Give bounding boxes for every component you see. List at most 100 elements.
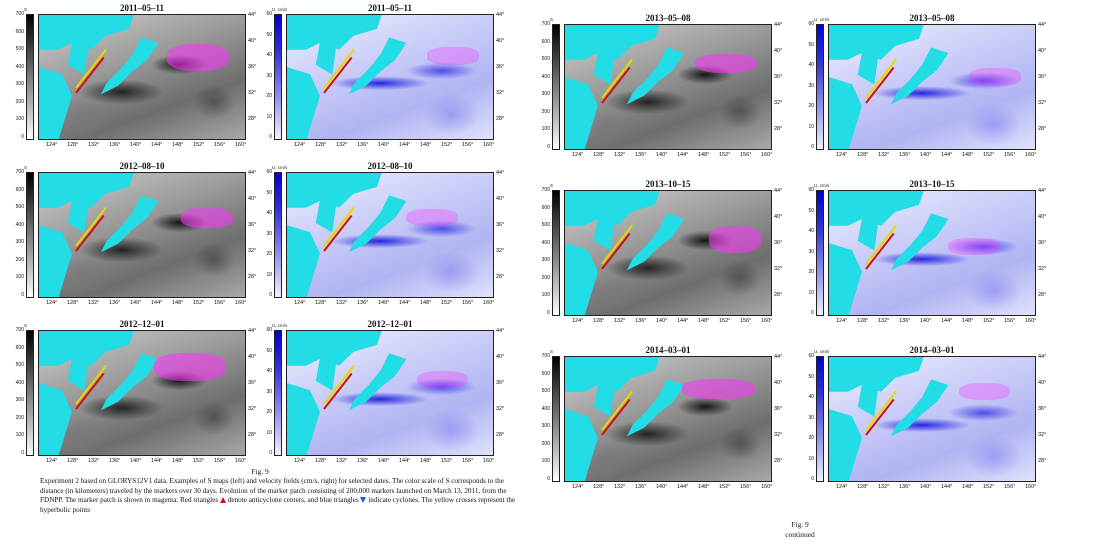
longitude-tick-label: 124° <box>294 142 306 148</box>
land-area <box>565 357 660 392</box>
latitude-tick-label: 40° <box>774 380 783 386</box>
latitude-tick-label: 28° <box>496 432 505 438</box>
colorbar-tick-label: 400 <box>541 405 550 412</box>
latitude-tick-label: 40° <box>248 38 257 44</box>
latitude-tick-label: 28° <box>248 274 257 280</box>
colorbar-tick-label: 100 <box>541 126 550 133</box>
colorbar-tick-label: 0 <box>21 134 24 140</box>
land-area <box>857 52 879 85</box>
colorbar-title: U, cm/s <box>814 17 830 22</box>
colorbar-tick-label: 600 <box>15 28 24 35</box>
colorbar-tick-label: 600 <box>541 204 550 211</box>
longitude-tick-label: 148° <box>962 152 974 158</box>
s-map <box>564 356 772 482</box>
s-colorbar <box>26 172 34 298</box>
colorbar-tick-label: 600 <box>541 370 550 377</box>
colorbar-tick-label: 200 <box>15 256 24 263</box>
colorbar-tick-label: 600 <box>15 344 24 351</box>
longitude-tick-label: 144° <box>399 142 411 148</box>
longitude-tick-label: 140° <box>656 152 668 158</box>
longitude-tick-label: 128° <box>315 142 327 148</box>
longitude-tick-label: 132° <box>878 318 890 324</box>
latitude-tick-label: 44° <box>496 12 505 18</box>
longitude-axis: 124° 128° 132° 136° 140° 144° 148° 152° 156° 160° <box>828 318 1036 326</box>
longitude-tick-label: 132° <box>336 300 348 306</box>
longitude-tick-label: 144° <box>151 300 163 306</box>
longitude-axis: 124° 128° 132° 136° 140° 144° 148° 152° 156° 160° <box>38 458 246 466</box>
longitude-tick-label: 132° <box>88 458 100 464</box>
colorbar-tick-label: 50 <box>266 347 272 354</box>
latitude-tick-label: 44° <box>496 328 505 334</box>
longitude-tick-label: 132° <box>336 142 348 148</box>
latitude-tick-label: 28° <box>248 116 257 122</box>
latitude-tick-label: 32° <box>774 432 783 438</box>
latitude-tick-label: 40° <box>774 214 783 220</box>
longitude-axis: 124° 128° 132° 136° 140° 144° 148° 152° 156° 160° <box>286 300 494 308</box>
land-area <box>39 173 134 208</box>
longitude-tick-label: 156° <box>1004 152 1016 158</box>
latitude-tick-label: 36° <box>774 74 783 80</box>
colorbar-tick-label: 500 <box>541 56 550 63</box>
longitude-tick-label: 124° <box>572 152 584 158</box>
latitude-tick-label: 32° <box>1038 100 1047 106</box>
land-area <box>287 331 382 366</box>
longitude-tick-label: 136° <box>899 484 911 490</box>
longitude-tick-label: 148° <box>172 458 184 464</box>
land-area <box>100 37 159 95</box>
longitude-tick-label: 132° <box>614 152 626 158</box>
longitude-tick-label: 148° <box>172 142 184 148</box>
latitude-tick-label: 32° <box>496 406 505 412</box>
colorbar-title: S <box>24 323 28 328</box>
longitude-tick-label: 144° <box>941 318 953 324</box>
s-map <box>38 14 246 140</box>
s-colorbar <box>26 330 34 456</box>
longitude-tick-label: 148° <box>962 318 974 324</box>
colorbar-tick-label: 300 <box>15 239 24 246</box>
colorbar-tick-label: 30 <box>808 248 814 255</box>
marker-patch <box>166 43 229 71</box>
colorbar-ticks: 60 50 40 30 20 10 0 <box>256 170 272 298</box>
marker-patch <box>427 47 479 65</box>
latitude-tick-label: 32° <box>496 248 505 254</box>
longitude-tick-label: 160° <box>483 458 495 464</box>
colorbar-tick-label: 400 <box>15 221 24 228</box>
caption-text-3: indicate cyclones. The yellow crosses re… <box>40 496 516 514</box>
longitude-tick-label: 144° <box>677 484 689 490</box>
latitude-tick-label: 40° <box>1038 214 1047 220</box>
colorbar-tick-label: 20 <box>808 103 814 109</box>
longitude-tick-label: 144° <box>151 142 163 148</box>
longitude-tick-label: 160° <box>235 142 247 148</box>
longitude-tick-label: 140° <box>656 318 668 324</box>
colorbar-tick-label: 700 <box>15 327 24 333</box>
longitude-tick-label: 124° <box>294 300 306 306</box>
land-area <box>565 25 660 60</box>
longitude-tick-label: 140° <box>378 458 390 464</box>
land-area <box>287 225 320 297</box>
land-area <box>593 384 615 417</box>
latitude-tick-label: 44° <box>248 12 257 18</box>
longitude-tick-label: 140° <box>656 484 668 490</box>
colorbar-tick-label: 20 <box>266 93 272 99</box>
longitude-tick-label: 132° <box>336 458 348 464</box>
longitude-tick-label: 136° <box>109 300 121 306</box>
longitude-tick-label: 160° <box>235 458 247 464</box>
colorbar-tick-label: 100 <box>541 292 550 299</box>
longitude-tick-label: 152° <box>983 318 995 324</box>
longitude-axis: 124° 128° 132° 136° 140° 144° 148° 152° 156° 160° <box>564 318 772 326</box>
longitude-tick-label: 156° <box>214 458 226 464</box>
latitude-tick-label: 44° <box>248 328 257 334</box>
longitude-tick-label: 148° <box>698 318 710 324</box>
longitude-tick-label: 124° <box>46 458 58 464</box>
colorbar-ticks: 60 50 40 30 20 10 0 <box>256 328 272 456</box>
latitude-tick-label: 40° <box>496 354 505 360</box>
longitude-tick-label: 148° <box>172 300 184 306</box>
land-area <box>287 173 382 208</box>
panel-date-title: 2013–10–15 <box>909 179 955 189</box>
latitude-tick-label: 36° <box>774 240 783 246</box>
latitude-tick-label: 36° <box>496 222 505 228</box>
longitude-tick-label: 144° <box>399 300 411 306</box>
latitude-tick-label: 36° <box>1038 406 1047 412</box>
longitude-tick-label: 156° <box>462 458 474 464</box>
longitude-tick-label: 124° <box>572 484 584 490</box>
longitude-tick-label: 152° <box>193 300 205 306</box>
